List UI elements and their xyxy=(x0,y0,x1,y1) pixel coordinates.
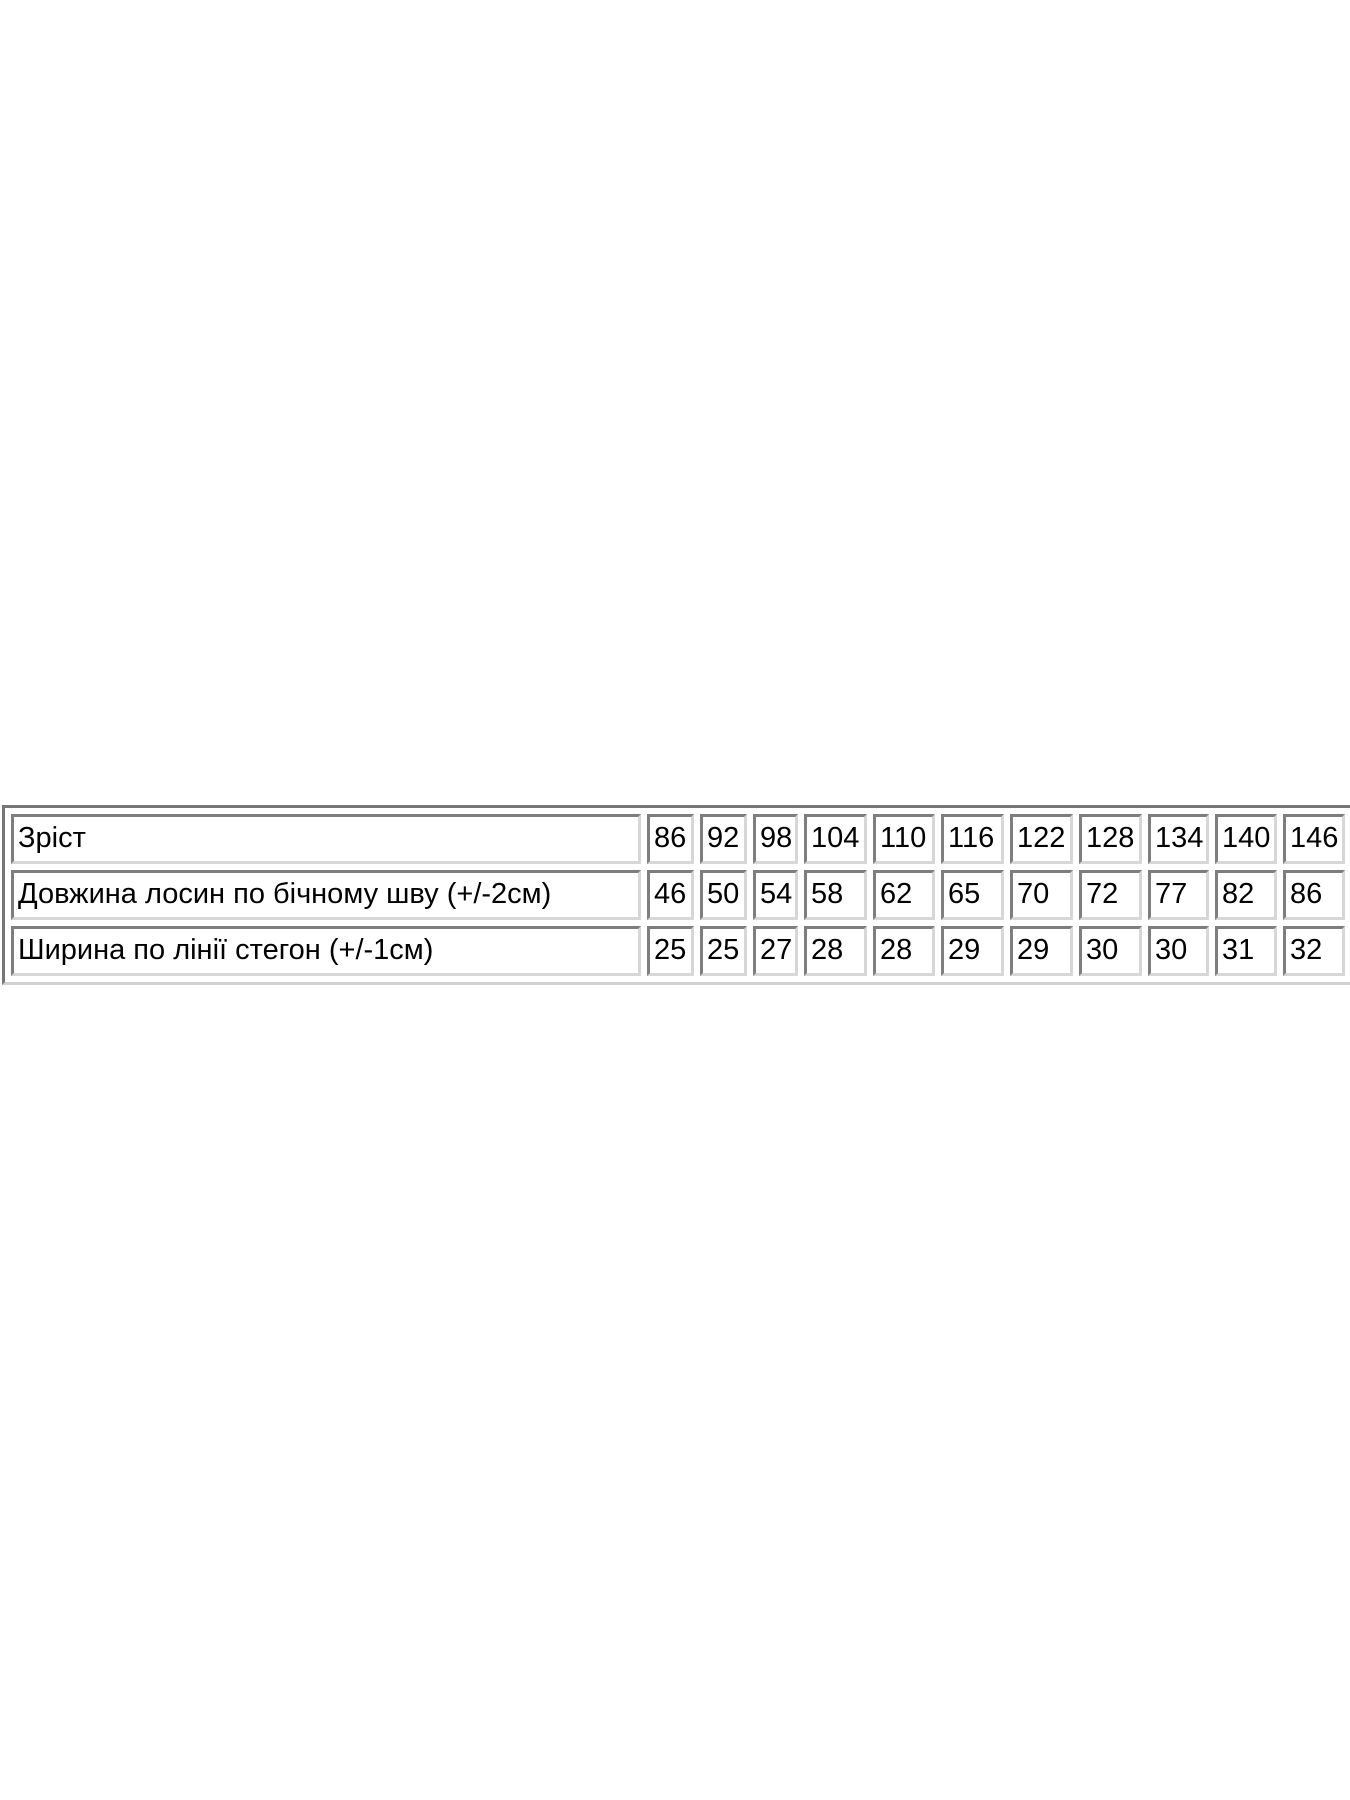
value-cell: 27 xyxy=(753,926,798,976)
value-cell: 72 xyxy=(1079,870,1142,920)
value-cell: 46 xyxy=(647,870,694,920)
value-cell: 110 xyxy=(873,814,935,864)
value-cell: 25 xyxy=(700,926,747,976)
value-cell: 134 xyxy=(1148,814,1209,864)
value-cell: 122 xyxy=(1010,814,1073,864)
table-row: Ширина по лінії стегон (+/-1см) 25 25 27 28 2… xyxy=(11,926,1345,976)
value-cell: 98 xyxy=(753,814,798,864)
row-label-cell: Ширина по лінії стегон (+/-1см) xyxy=(11,926,641,976)
value-cell: 54 xyxy=(753,870,798,920)
value-cell: 140 xyxy=(1215,814,1277,864)
value-cell: 92 xyxy=(700,814,747,864)
size-chart-table: Зріст 86 92 98 104 110 116 122 128 134 140 146 Довжи… xyxy=(2,805,1350,985)
size-table-body: Зріст 86 92 98 104 110 116 122 128 134 140 146 Довжи… xyxy=(11,814,1345,976)
value-cell: 86 xyxy=(1283,870,1345,920)
table-row: Довжина лосин по бічному шву (+/-2см) 46 5… xyxy=(11,870,1345,920)
value-cell: 28 xyxy=(873,926,935,976)
value-cell: 116 xyxy=(941,814,1004,864)
value-cell: 32 xyxy=(1283,926,1345,976)
value-cell: 31 xyxy=(1215,926,1277,976)
value-cell: 86 xyxy=(647,814,694,864)
size-table-container: Зріст 86 92 98 104 110 116 122 128 134 140 146 Довжи… xyxy=(2,805,1350,985)
value-cell: 58 xyxy=(804,870,867,920)
value-cell: 65 xyxy=(941,870,1004,920)
value-cell: 146 xyxy=(1283,814,1345,864)
value-cell: 29 xyxy=(1010,926,1073,976)
value-cell: 25 xyxy=(647,926,694,976)
row-label-cell: Зріст xyxy=(11,814,641,864)
row-label-cell: Довжина лосин по бічному шву (+/-2см) xyxy=(11,870,641,920)
value-cell: 82 xyxy=(1215,870,1277,920)
value-cell: 30 xyxy=(1148,926,1209,976)
value-cell: 30 xyxy=(1079,926,1142,976)
value-cell: 77 xyxy=(1148,870,1209,920)
value-cell: 50 xyxy=(700,870,747,920)
value-cell: 29 xyxy=(941,926,1004,976)
value-cell: 62 xyxy=(873,870,935,920)
value-cell: 128 xyxy=(1079,814,1142,864)
table-row: Зріст 86 92 98 104 110 116 122 128 134 140 146 xyxy=(11,814,1345,864)
value-cell: 104 xyxy=(804,814,867,864)
value-cell: 70 xyxy=(1010,870,1073,920)
value-cell: 28 xyxy=(804,926,867,976)
